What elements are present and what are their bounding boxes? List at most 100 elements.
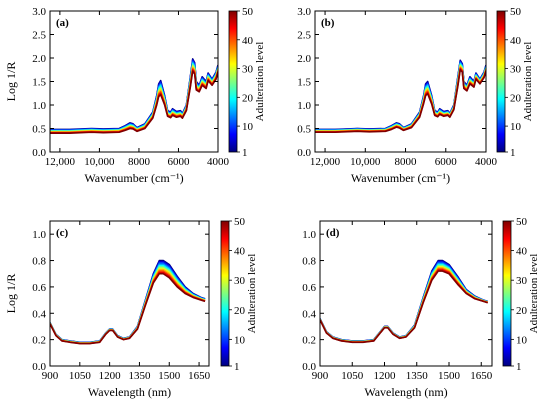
colorbar-tick-label: 1 — [234, 361, 240, 373]
series-line-level-25 — [320, 264, 488, 343]
x-tick-label: 6000 — [167, 156, 190, 168]
colorbar-tick-label: 30 — [516, 275, 528, 287]
series-group — [315, 59, 486, 134]
series-line-level-15 — [50, 263, 206, 344]
x-tick-label: 1350 — [128, 370, 151, 382]
x-tick-label: 12,000 — [310, 156, 341, 168]
colorbar-label: Adulteration level — [522, 42, 534, 122]
x-tick-label: 10,000 — [350, 156, 381, 168]
panel-label: (b) — [321, 17, 335, 29]
colorbar-tick-label: 1 — [242, 147, 248, 159]
y-tick-label: 1.5 — [297, 77, 311, 89]
series-line-level-35 — [320, 267, 488, 343]
colorbar: 1 10 20 30 40 50 Adulteration level — [228, 6, 266, 159]
y-tick-label: 0.4 — [32, 308, 46, 320]
x-tick-label: 1350 — [406, 370, 429, 382]
x-tick-label: 1500 — [158, 370, 181, 382]
y-tick-label: 1.5 — [32, 77, 46, 89]
series-line-level-45 — [320, 269, 488, 343]
plot-frame — [49, 220, 210, 367]
series-line-level-15 — [320, 262, 488, 343]
y-tick-label: 2.5 — [297, 30, 311, 42]
y-tick-label: 0.5 — [297, 124, 311, 136]
plot-frame — [319, 220, 493, 367]
series-line-level-50 — [315, 68, 486, 134]
y-tick-label: 0.8 — [32, 256, 46, 268]
y-tick-label: 3.0 — [297, 6, 311, 18]
x-tick-label: 10,000 — [84, 156, 115, 168]
y-tick-label: 0.5 — [32, 124, 46, 136]
colorbar-label: Adulteration level — [528, 254, 540, 334]
y-axis-label: Log 1/R — [4, 62, 18, 102]
colorbar-tick-label: 10 — [510, 121, 522, 133]
panel-label: (a) — [56, 17, 69, 29]
colorbar-tick-label: 10 — [516, 334, 528, 346]
y-tick-label: 1.0 — [297, 100, 311, 112]
series-line-level-35 — [50, 268, 206, 344]
series-line-level-50 — [50, 70, 218, 134]
series-line-level-30 — [50, 65, 218, 133]
y-tick-label: 3.0 — [32, 6, 46, 18]
y-tick-label: 0.4 — [302, 308, 316, 320]
colorbar-tick-label: 30 — [510, 64, 522, 76]
series-line-level-45 — [50, 69, 218, 134]
colorbar-tick-label: 30 — [234, 275, 246, 287]
x-tick-label: 1500 — [438, 370, 461, 382]
panel-a: 12,000 10,000 8000 6000 4000 0.0 0.5 1.0 1.5 2.0 2… — [4, 6, 266, 185]
series-line-level-40 — [320, 268, 488, 343]
x-axis-label: Wavelength (nm) — [88, 385, 171, 399]
colorbar: 1 10 20 30 40 50 Adulteration level — [496, 6, 534, 159]
series-group — [320, 259, 488, 344]
x-tick-label: 1200 — [99, 370, 122, 382]
series-line-level-5 — [50, 260, 206, 344]
x-tick-label: 4000 — [475, 156, 498, 168]
colorbar-tick-label: 50 — [510, 6, 522, 18]
series-line-level-20 — [50, 264, 206, 344]
colorbar-tick-label: 40 — [234, 246, 246, 258]
x-tick-label: 4000 — [207, 156, 230, 168]
colorbar: 1 10 20 30 40 50 Adulteration level — [502, 216, 540, 373]
x-tick-label: 8000 — [128, 156, 151, 168]
series-line-level-30 — [50, 267, 206, 344]
panel-d: 900 1050 1200 1350 1500 16500.00.20.40.60.81.… — [302, 216, 540, 399]
series-line-level-50 — [50, 272, 206, 345]
y-tick-label: 0.2 — [32, 335, 46, 347]
series-line-level-50 — [320, 270, 488, 344]
colorbar-tick-label: 1 — [510, 147, 516, 159]
series-line-level-25 — [50, 266, 206, 344]
x-tick-label: 8000 — [395, 156, 418, 168]
x-axis-label: Wavenumber (cm⁻¹) — [351, 171, 450, 185]
series-line-level-35 — [50, 66, 218, 133]
colorbar-tick-label: 20 — [242, 92, 254, 104]
panel-label: (d) — [326, 227, 340, 239]
series-line-level-1 — [320, 259, 488, 342]
y-axis-label: Log 1/R — [4, 274, 18, 314]
colorbar-tick-label: 50 — [234, 216, 246, 228]
y-tick-label: 1.0 — [32, 100, 46, 112]
panel-label: (c) — [56, 227, 69, 239]
y-tick-label: 0.8 — [302, 256, 316, 268]
colorbar-tick-label: 50 — [242, 6, 254, 18]
y-tick-label: 0.0 — [297, 147, 311, 159]
panel-c: 900 1050 1200 1350 1500 16500.00.20.40.60.81.… — [4, 216, 258, 399]
y-tick-label: 0.0 — [302, 361, 316, 373]
y-tick-label: 2.5 — [32, 30, 46, 42]
series-group — [50, 58, 218, 134]
colorbar-tick-label: 20 — [510, 92, 522, 104]
y-tick-label: 0.2 — [302, 335, 316, 347]
y-tick-label: 0.0 — [32, 361, 46, 373]
y-tick-label: 0.6 — [32, 282, 46, 294]
panel-b: 12,000 10,000 8000 6000 4000 0.0 0.5 1.0 1.5 2.0 2… — [297, 6, 534, 185]
x-tick-label: 900 — [42, 370, 59, 382]
series-line-level-10 — [320, 261, 488, 343]
y-tick-label: 1.0 — [32, 229, 46, 241]
x-tick-label: 1650 — [188, 370, 211, 382]
series-line-level-5 — [320, 260, 488, 342]
x-tick-label: 6000 — [435, 156, 458, 168]
series-line-level-45 — [315, 67, 486, 133]
x-tick-label: 1050 — [341, 370, 364, 382]
y-tick-label: 2.0 — [32, 53, 46, 65]
colorbar-tick-label: 20 — [516, 305, 528, 317]
colorbar-tick-label: 40 — [242, 35, 254, 47]
